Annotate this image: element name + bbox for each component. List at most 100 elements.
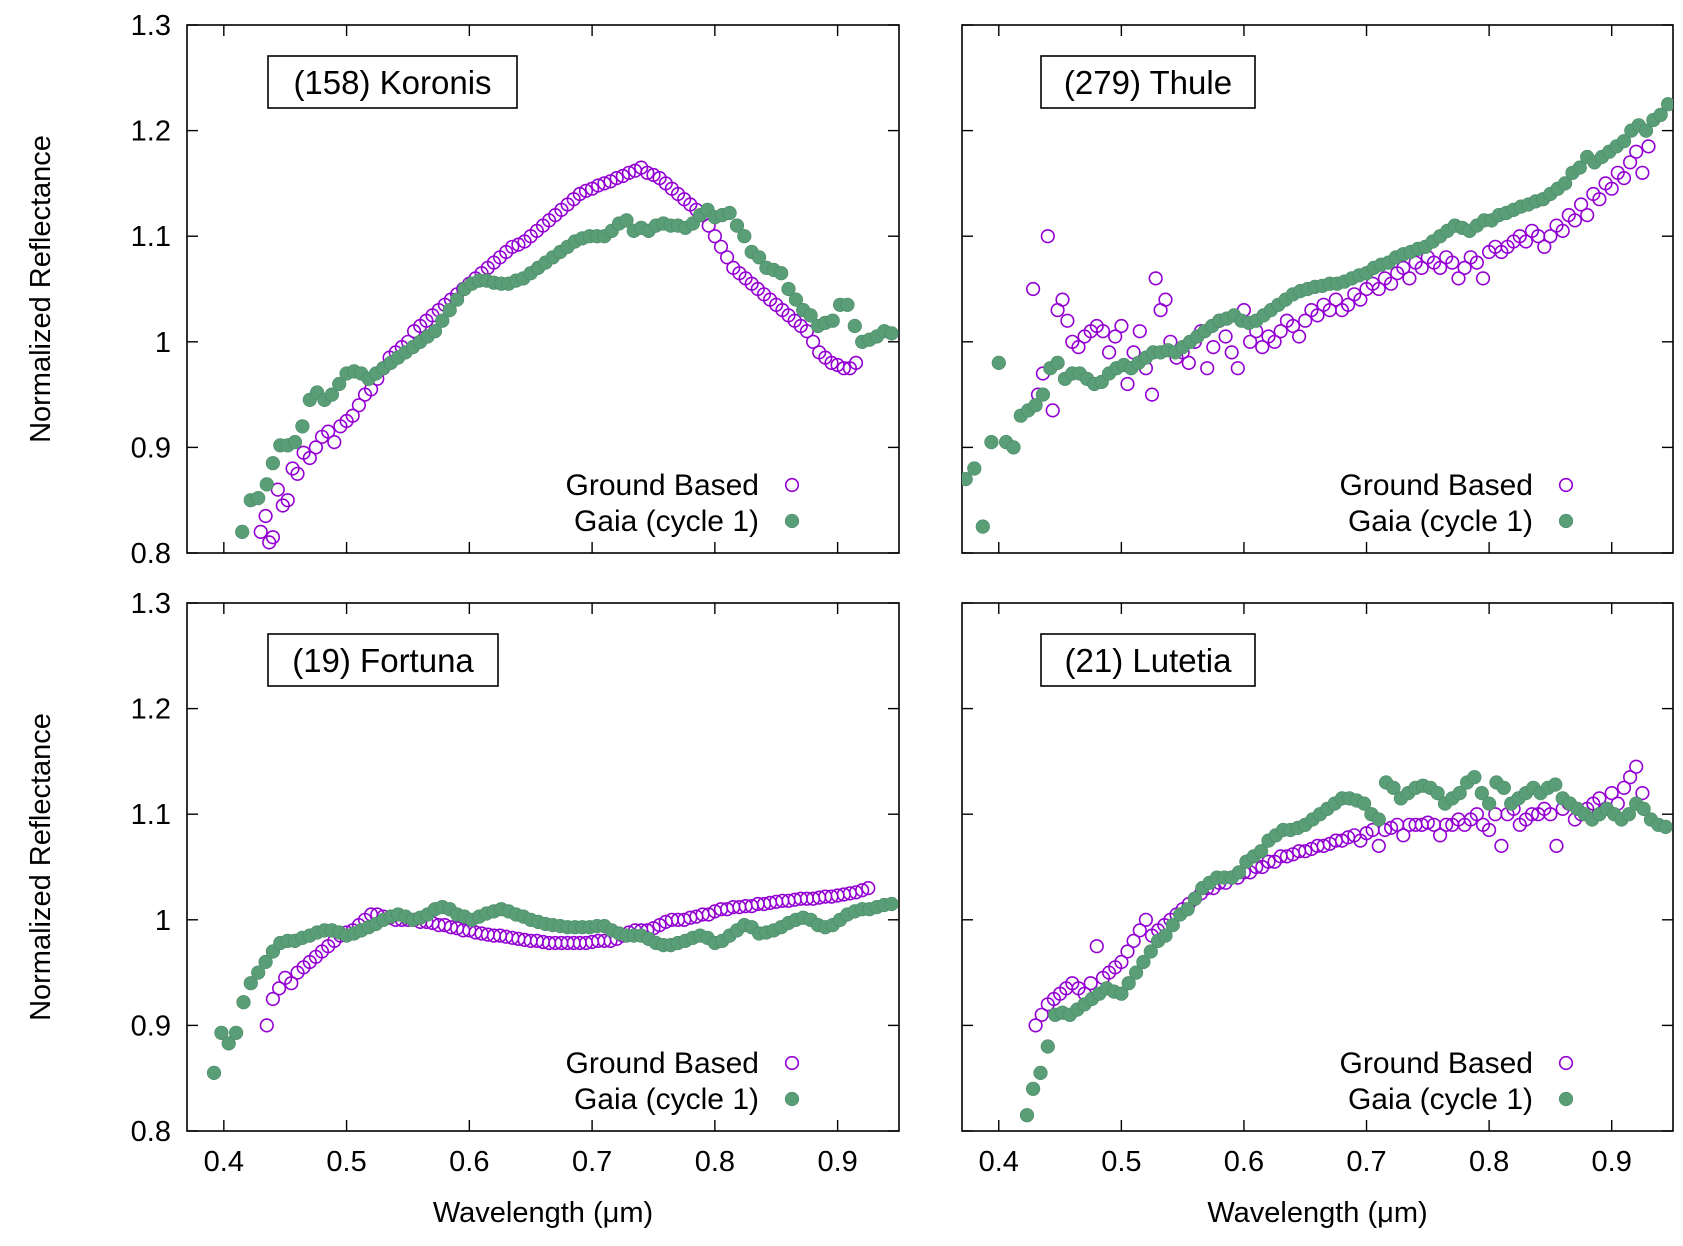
gaia-point xyxy=(847,318,862,334)
ground-based-point xyxy=(1580,208,1595,223)
ground-based-point xyxy=(1132,923,1147,938)
ground-based-point xyxy=(1629,759,1644,774)
gaia-point xyxy=(1474,785,1489,801)
gaia-point xyxy=(214,1025,229,1040)
ground-based-point xyxy=(1635,785,1650,801)
gaia-point xyxy=(1136,954,1151,970)
gaia-point xyxy=(251,491,266,506)
gaia-point xyxy=(221,1036,236,1051)
gaia-point xyxy=(1430,785,1445,801)
gaia-point xyxy=(840,297,855,312)
data-points xyxy=(206,880,899,1080)
ground-based-point xyxy=(1524,807,1540,822)
y-tick-label: 1.3 xyxy=(131,10,171,42)
gaia-point xyxy=(251,965,266,980)
panel-title: (158) Koronis xyxy=(293,64,491,101)
ground-based-point xyxy=(1629,144,1644,159)
gaia-point xyxy=(332,376,347,392)
gaia-point xyxy=(1165,917,1180,933)
y-tick-label: 0.9 xyxy=(131,1010,171,1042)
ground-based-point xyxy=(275,498,290,513)
x-tick-label: 0.8 xyxy=(695,1146,735,1178)
y-tick-label: 1.1 xyxy=(131,221,171,253)
ground-based-point xyxy=(1377,822,1392,838)
ground-based-point xyxy=(1148,271,1163,286)
gaia-point xyxy=(975,519,990,534)
x-tick-label: 0.7 xyxy=(572,1146,612,1178)
gaia-point xyxy=(788,292,804,307)
ground-based-point xyxy=(1206,340,1221,355)
ground-based-point xyxy=(609,171,624,186)
y-tick-label: 0.8 xyxy=(131,1116,171,1148)
x-axis-title: Wavelength (μm) xyxy=(1207,1197,1427,1229)
gaia-point xyxy=(1548,777,1563,792)
ground-based-point xyxy=(1402,271,1417,286)
panel-title: (21) Lutetia xyxy=(1065,642,1233,679)
ground-based-point xyxy=(1101,345,1117,360)
ground-based-point xyxy=(1371,281,1386,297)
gaia-point xyxy=(1621,807,1636,822)
plot-frame xyxy=(961,24,1674,554)
ground-based-point xyxy=(1635,165,1650,180)
plot-frame xyxy=(961,602,1674,1132)
y-axis-title: Normalized Reflectance xyxy=(25,135,57,443)
legend-label: Gaia (cycle 1) xyxy=(574,1083,759,1116)
ground-based-point xyxy=(1055,292,1070,307)
ground-based-point xyxy=(578,183,594,198)
ground-based-point xyxy=(285,461,300,476)
gaia-point xyxy=(1231,865,1247,880)
ground-based-point xyxy=(1114,318,1129,334)
ground-based-point xyxy=(265,991,281,1007)
ground-based-point xyxy=(1298,844,1313,859)
gaia-point xyxy=(427,324,443,339)
legend-ground-based-marker xyxy=(1558,1055,1574,1071)
ground-based-point xyxy=(1396,260,1411,276)
ground-based-point xyxy=(1285,318,1301,334)
gaia-point xyxy=(1616,134,1632,149)
ground-based-point xyxy=(1045,403,1060,418)
ground-based-point xyxy=(1414,260,1429,276)
ground-based-point xyxy=(1475,271,1491,286)
y-tick-label: 1.3 xyxy=(131,588,171,620)
ground-based-point xyxy=(1144,387,1160,402)
gaia-point xyxy=(774,266,789,281)
legend-ground-based-marker xyxy=(784,477,800,493)
ground-based-point xyxy=(1616,780,1632,795)
ground-based-point xyxy=(1028,1018,1043,1033)
ground-based-point xyxy=(1224,345,1239,360)
ground-based-point xyxy=(848,355,864,371)
gaia-point xyxy=(450,292,465,307)
x-axis-title: Wavelength (μm) xyxy=(433,1197,653,1229)
x-tick-label: 0.5 xyxy=(326,1146,366,1178)
ground-based-point xyxy=(1242,334,1258,349)
legend-label: Gaia (cycle 1) xyxy=(1348,1083,1533,1116)
gaia-point xyxy=(1658,819,1673,835)
ground-based-point xyxy=(1089,939,1104,954)
ground-based-point xyxy=(290,466,305,481)
ground-based-point xyxy=(1218,329,1233,344)
ground-based-point xyxy=(1095,324,1111,339)
gaia-point xyxy=(991,355,1006,371)
ground-based-point xyxy=(1604,181,1619,196)
ground-based-point xyxy=(1114,954,1129,970)
gaia-point xyxy=(435,313,450,328)
gaia-point xyxy=(1638,123,1654,138)
ground-based-point xyxy=(1328,292,1343,307)
gaia-point xyxy=(1158,928,1173,943)
ground-based-point xyxy=(1083,976,1098,991)
ground-based-point xyxy=(1469,255,1484,270)
ground-based-point xyxy=(345,408,360,423)
ground-based-point xyxy=(1261,854,1276,869)
y-tick-label: 1.1 xyxy=(131,799,171,831)
ground-based-point xyxy=(265,530,281,545)
gaia-point xyxy=(1187,891,1202,906)
x-tick-label: 0.6 xyxy=(449,1146,489,1178)
ground-based-point xyxy=(1200,361,1215,376)
ground-based-point xyxy=(707,229,723,244)
ground-based-point xyxy=(1060,313,1075,328)
ground-based-point xyxy=(308,440,324,455)
gaia-point xyxy=(1050,355,1065,371)
gaia-point xyxy=(1040,1039,1055,1054)
ground-based-point xyxy=(1181,355,1196,371)
gaia-point xyxy=(825,313,840,328)
